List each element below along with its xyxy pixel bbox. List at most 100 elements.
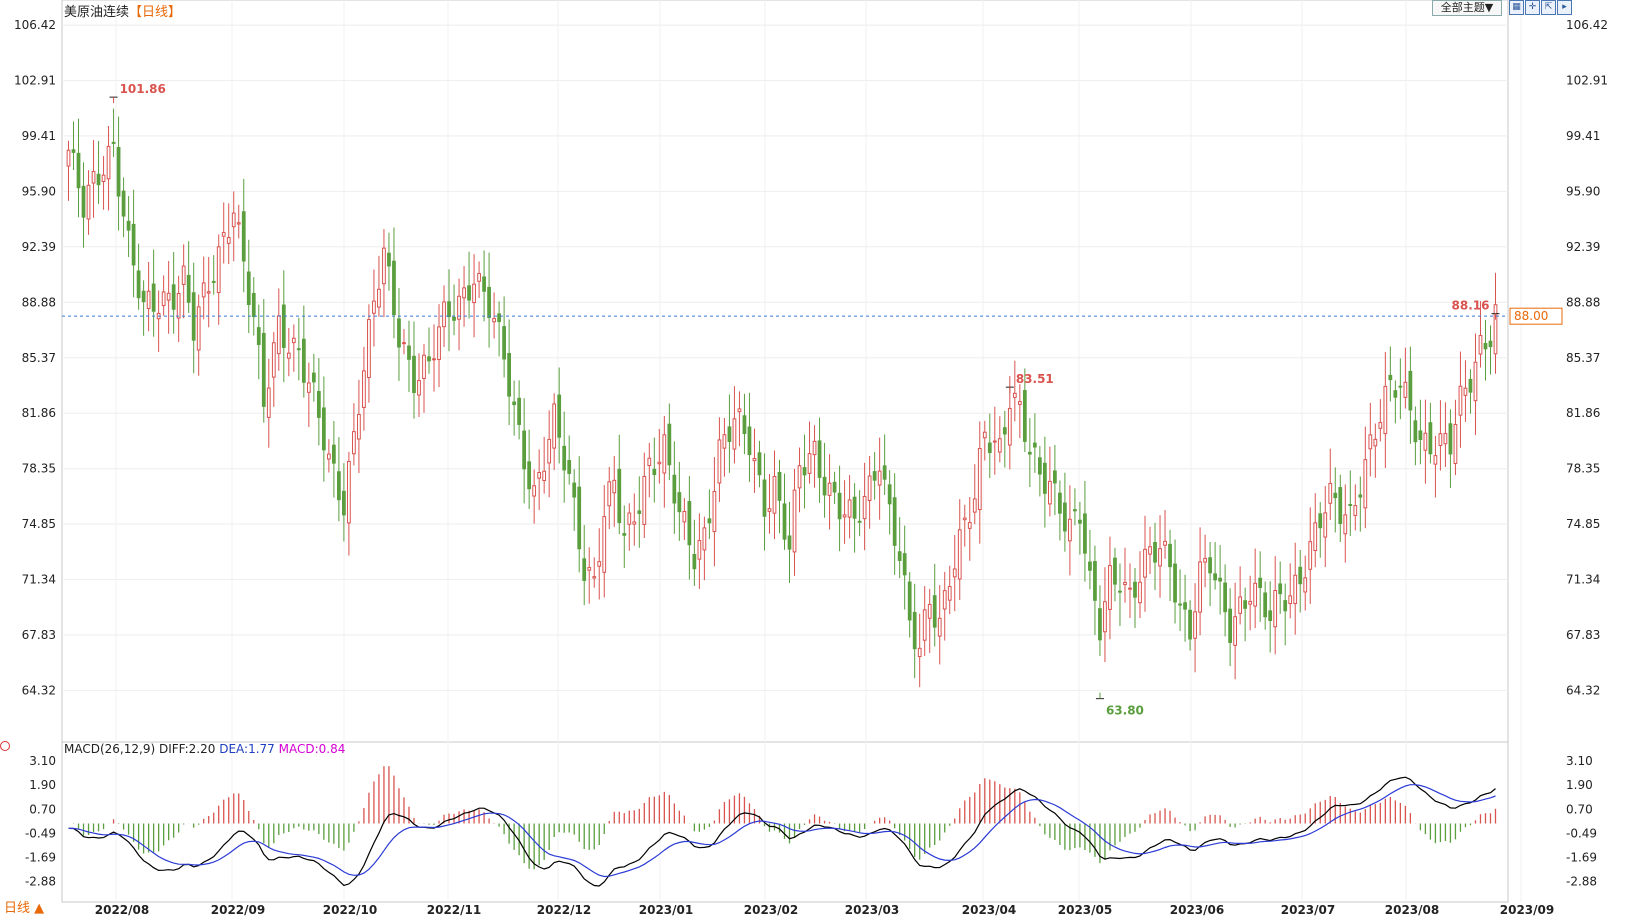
expand-icon[interactable]: ⇱ <box>1541 0 1556 15</box>
candle-body <box>982 431 987 439</box>
candle-body <box>792 489 797 553</box>
candle-body <box>942 590 947 610</box>
macd-dea-line <box>68 784 1496 878</box>
candle-body <box>1443 433 1448 445</box>
candle-body <box>1073 509 1077 512</box>
candle-body <box>1343 514 1348 535</box>
price-tick-label-left: 88.88 <box>22 295 56 309</box>
price-tick-label-right: 92.39 <box>1566 240 1600 254</box>
extreme-value-label: 101.86 <box>120 82 166 96</box>
candle-body <box>1358 494 1363 498</box>
candle-body <box>912 611 917 650</box>
candle-body <box>1298 566 1303 585</box>
candle-body <box>897 551 902 561</box>
candle-body <box>261 332 266 407</box>
candle-body <box>812 440 817 456</box>
candle-body <box>176 292 181 319</box>
candle-body <box>241 211 246 262</box>
candle-body <box>842 514 847 518</box>
indicator-settings-icon[interactable] <box>0 741 10 751</box>
candle-body <box>762 479 767 517</box>
candle-body <box>1253 582 1258 607</box>
theme-selector-button[interactable]: 全部主题▼ <box>1432 0 1502 16</box>
candle-body <box>1353 505 1358 516</box>
price-tick-label-left: 92.39 <box>22 240 56 254</box>
candle-body <box>1203 557 1207 563</box>
candle-body <box>111 141 116 144</box>
candle-body <box>1128 587 1132 590</box>
candle-body <box>882 465 887 480</box>
x-tick-label: 2023/09 <box>1500 903 1554 917</box>
candle-body <box>1453 423 1458 464</box>
extreme-value-label: 88.16 <box>1452 299 1490 313</box>
candle-body <box>181 265 186 285</box>
candle-body <box>291 337 296 344</box>
candle-body <box>352 431 356 455</box>
candle-body <box>141 290 146 303</box>
candle-body <box>817 440 822 478</box>
candle-body <box>442 301 446 328</box>
candle-body <box>1423 432 1428 451</box>
macd-tick-label-left: -2.88 <box>25 875 56 889</box>
candle-body <box>457 295 461 320</box>
candle-body <box>647 457 652 467</box>
price-tick-label-left: 78.35 <box>22 462 56 476</box>
candle-body <box>742 415 747 435</box>
candle-body <box>972 498 977 513</box>
period-tab[interactable]: 日线 ▲ <box>4 901 45 916</box>
price-tick-label-right: 99.41 <box>1566 129 1600 143</box>
candle-body <box>1268 610 1273 622</box>
candle-body <box>997 438 1002 453</box>
price-tick-label-right: 85.37 <box>1566 351 1600 365</box>
candle-body <box>246 271 251 306</box>
candle-body <box>1163 540 1167 546</box>
candle-body <box>467 285 471 301</box>
candle-body <box>1363 459 1368 509</box>
candle-body <box>1333 492 1338 499</box>
candle-body <box>412 355 416 393</box>
candle-body <box>777 471 782 501</box>
crosshair-icon[interactable]: ✛ <box>1525 0 1540 15</box>
macd-dea-value: DEA:1.77 <box>219 742 275 756</box>
price-tick-label-left: 95.90 <box>22 184 56 198</box>
candle-body <box>652 468 657 476</box>
candle-body <box>697 540 702 560</box>
candle-body <box>487 286 491 319</box>
candle-body <box>1263 592 1268 618</box>
price-tick-label-right: 67.83 <box>1566 628 1600 642</box>
macd-tick-label-left: 0.70 <box>29 802 56 816</box>
candle-body <box>1218 577 1222 582</box>
candle-body <box>1017 401 1022 405</box>
grid-icon[interactable]: ▦ <box>1509 0 1524 15</box>
price-panel-frame <box>61 0 1509 743</box>
candle-body <box>101 174 106 182</box>
candle-body <box>472 283 476 304</box>
candle-body <box>236 222 241 225</box>
candle-body <box>126 220 131 231</box>
candle-body <box>1313 522 1318 551</box>
candle-body <box>552 403 557 449</box>
candle-body <box>357 413 361 440</box>
candle-body <box>1032 442 1037 448</box>
price-tick-label-right: 88.88 <box>1566 295 1600 309</box>
candle-body <box>432 358 436 361</box>
candle-body <box>1368 434 1373 450</box>
candle-body <box>201 282 206 298</box>
candle-body <box>837 492 842 520</box>
candle-body <box>527 461 532 490</box>
candle-body <box>782 503 787 540</box>
candle-body <box>917 647 922 658</box>
candle-body <box>1153 541 1157 563</box>
candle-body <box>1323 512 1328 538</box>
play-icon[interactable]: ▸ <box>1557 0 1572 15</box>
x-tick-label: 2023/02 <box>744 903 798 917</box>
candle-body <box>987 442 992 453</box>
candle-body <box>66 149 71 167</box>
candle-body <box>1213 573 1217 581</box>
candle-body <box>712 490 717 533</box>
candle-body <box>96 173 101 186</box>
candle-body <box>692 553 697 570</box>
candle-body <box>1007 407 1012 446</box>
candle-body <box>316 391 321 418</box>
